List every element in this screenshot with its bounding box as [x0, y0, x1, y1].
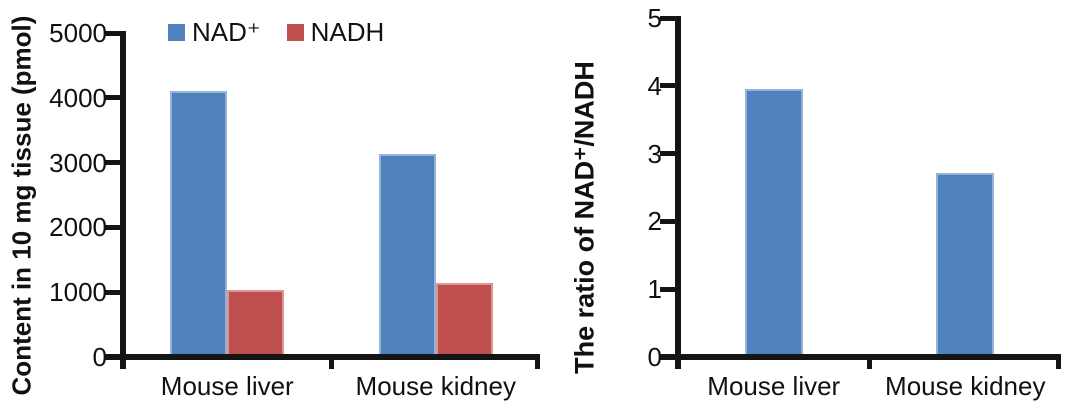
y-axis-tick [660, 218, 678, 224]
x-category-label-mouse-kidney: Mouse kidney [355, 371, 516, 401]
bar-nad-nadh-mouse-kidney [936, 172, 995, 357]
y-axis-tick [105, 160, 123, 166]
y-axis [120, 30, 126, 369]
y-axis-tick [660, 83, 678, 89]
legend-item-nadh: NADH [286, 16, 385, 49]
y-axis-tick [105, 95, 123, 101]
y-axis-tick [660, 286, 678, 292]
y-tick-label: 0 [92, 342, 107, 372]
y-axis-tick [105, 30, 123, 36]
y-axis-tick [660, 151, 678, 157]
legend-label: NAD⁺ [192, 17, 261, 47]
y-tick-label: 5 [647, 3, 662, 33]
bar-nad-mouse-kidney [378, 154, 436, 357]
y-tick-label: 1 [647, 274, 662, 305]
bar-nadh-mouse-liver [227, 290, 285, 357]
bar-nadh-mouse-kidney [435, 283, 493, 357]
legend: NAD⁺ NADH [168, 16, 384, 49]
x-axis-end-tick [1056, 354, 1061, 369]
legend-swatch-nad-icon [168, 24, 185, 41]
x-category-label-mouse-liver: Mouse liver [160, 371, 294, 401]
bar-nad-mouse-liver [170, 91, 228, 357]
y-axis-tick [105, 289, 123, 295]
y-tick-label: 5000 [49, 18, 107, 48]
y-tick-label: 3000 [49, 147, 107, 178]
x-axis [105, 354, 540, 360]
y-tick-label: 3 [647, 138, 662, 169]
y-tick-label: 4 [647, 70, 662, 101]
x-axis-end-tick [535, 354, 540, 369]
x-axis-tick [867, 354, 872, 369]
x-axis-tick [329, 354, 334, 369]
x-category-label-mouse-kidney: Mouse kidney [885, 371, 1046, 401]
bar-nad-nadh-mouse-liver [744, 89, 803, 357]
legend-label: NADH [310, 17, 385, 47]
legend-item-nad: NAD⁺ [168, 16, 261, 49]
y-tick-label: 2000 [49, 212, 107, 243]
y-axis-tick [105, 224, 123, 230]
y-tick-label: 0 [647, 342, 662, 372]
y-axis [675, 15, 681, 369]
y-tick-label: 1000 [49, 277, 107, 308]
x-category-label-mouse-liver: Mouse liver [707, 371, 841, 401]
y-tick-label: 4000 [49, 82, 107, 113]
y-axis-tick [660, 15, 678, 21]
x-axis [660, 354, 1061, 360]
y-tick-label: 2 [647, 206, 662, 237]
legend-swatch-nadh-icon [286, 24, 304, 41]
